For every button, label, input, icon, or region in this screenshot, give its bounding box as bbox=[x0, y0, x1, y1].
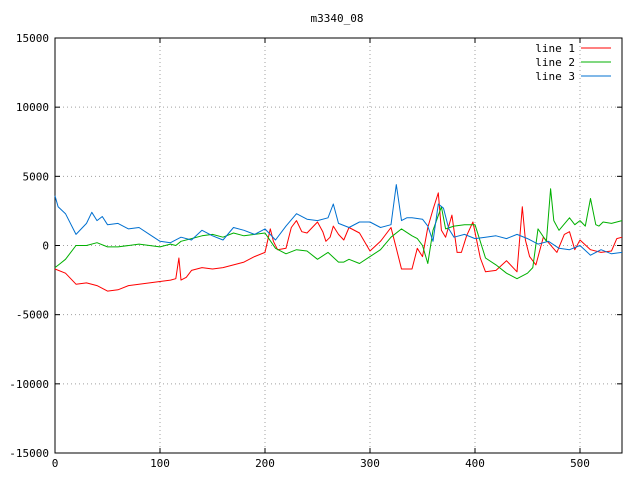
legend-label-3: line 3 bbox=[535, 70, 575, 83]
y-tick-label: 0 bbox=[42, 240, 49, 253]
series-line-1 bbox=[54, 192, 623, 292]
legend-label-1: line 1 bbox=[535, 42, 575, 55]
grid-lines bbox=[55, 38, 622, 453]
x-tick-label: 400 bbox=[465, 457, 485, 470]
series-lines bbox=[54, 184, 623, 292]
y-tick-label: -5000 bbox=[16, 309, 49, 322]
y-tick-label: 10000 bbox=[16, 101, 49, 114]
y-tick-label: 15000 bbox=[16, 32, 49, 45]
series-line-3 bbox=[54, 184, 623, 256]
series-line-2 bbox=[54, 188, 623, 280]
axis-ticks: 0 100 200 300 400 500 -15000 -10000 -5000 0 5000 10… bbox=[9, 32, 622, 470]
y-tick-label: -10000 bbox=[9, 378, 49, 391]
y-tick-label: -15000 bbox=[9, 447, 49, 460]
plot-area-frame bbox=[54, 37, 623, 454]
chart-title: m3340_08 bbox=[311, 12, 364, 25]
x-tick-label: 200 bbox=[255, 457, 275, 470]
x-tick-label: 300 bbox=[360, 457, 380, 470]
legend-label-2: line 2 bbox=[535, 56, 575, 69]
x-tick-label: 500 bbox=[570, 457, 590, 470]
y-tick-label: 5000 bbox=[23, 170, 50, 183]
x-tick-label: 0 bbox=[52, 457, 59, 470]
x-tick-label: 100 bbox=[150, 457, 170, 470]
